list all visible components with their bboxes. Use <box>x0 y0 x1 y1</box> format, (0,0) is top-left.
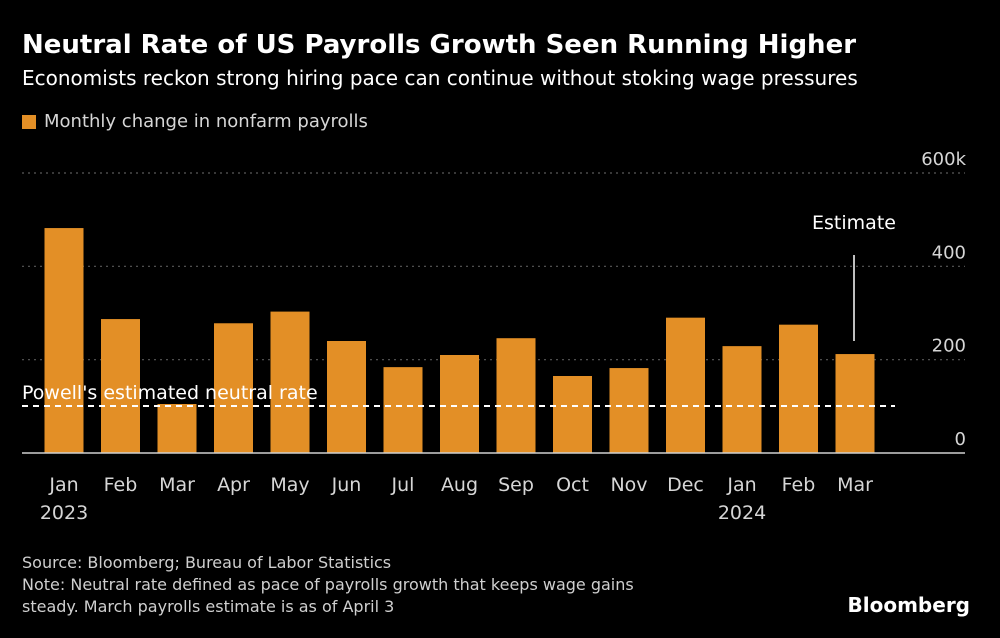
x-year-label: 2024 <box>718 502 766 524</box>
bar <box>440 355 479 453</box>
bar <box>101 319 140 453</box>
chart-subtitle: Economists reckon strong hiring pace can… <box>22 66 858 90</box>
legend-swatch <box>22 114 36 129</box>
x-tick-label: Mar <box>837 474 873 496</box>
estimate-label: Estimate <box>812 212 896 234</box>
footnote-line-2: steady. March payrolls estimate is as of… <box>22 597 395 616</box>
neutral-rate-label: Powell's estimated neutral rate <box>22 382 318 404</box>
bar <box>157 404 197 453</box>
bar <box>44 228 84 453</box>
bar <box>214 323 253 453</box>
x-tick-label: Jan <box>48 474 78 496</box>
y-tick-label: 200 <box>932 336 966 357</box>
x-tick-label: Mar <box>159 474 195 496</box>
legend: Monthly change in nonfarm payrolls <box>22 111 368 132</box>
legend-label: Monthly change in nonfarm payrolls <box>44 111 368 132</box>
x-tick-label: May <box>270 474 309 496</box>
bar <box>270 311 310 453</box>
x-tick-label: Jan <box>726 474 756 496</box>
bar <box>722 346 762 453</box>
x-tick-label: Jul <box>391 474 415 496</box>
x-tick-label: Feb <box>782 474 816 496</box>
y-tick-label: 0 <box>955 429 966 450</box>
bloomberg-logo: Bloomberg <box>847 593 970 617</box>
x-tick-label: Nov <box>610 474 647 496</box>
chart-title: Neutral Rate of US Payrolls Growth Seen … <box>22 30 857 60</box>
x-year-label: 2023 <box>40 502 88 524</box>
x-tick-label: Sep <box>498 474 534 496</box>
y-tick-label: 600k <box>921 149 966 170</box>
bar-chart: 0 200 400 600k Powell's estimated neutral ra… <box>22 149 967 524</box>
x-tick-label: Apr <box>217 474 250 496</box>
x-tick-label: Aug <box>441 474 478 496</box>
x-tick-label: Oct <box>556 474 589 496</box>
source-note: Source: Bloomberg; Bureau of Labor Stati… <box>22 553 392 572</box>
bar <box>383 367 423 453</box>
x-tick-label: Dec <box>667 474 704 496</box>
footnote-line-1: Note: Neutral rate defined as pace of pa… <box>22 575 634 594</box>
bar <box>496 338 536 453</box>
bar <box>327 341 366 453</box>
bar <box>609 368 649 453</box>
bar <box>835 354 875 453</box>
x-tick-label: Feb <box>104 474 138 496</box>
bar <box>666 317 705 453</box>
bar <box>779 324 818 453</box>
bar <box>553 376 592 453</box>
y-tick-label: 400 <box>932 242 966 263</box>
x-tick-label: Jun <box>331 474 362 496</box>
